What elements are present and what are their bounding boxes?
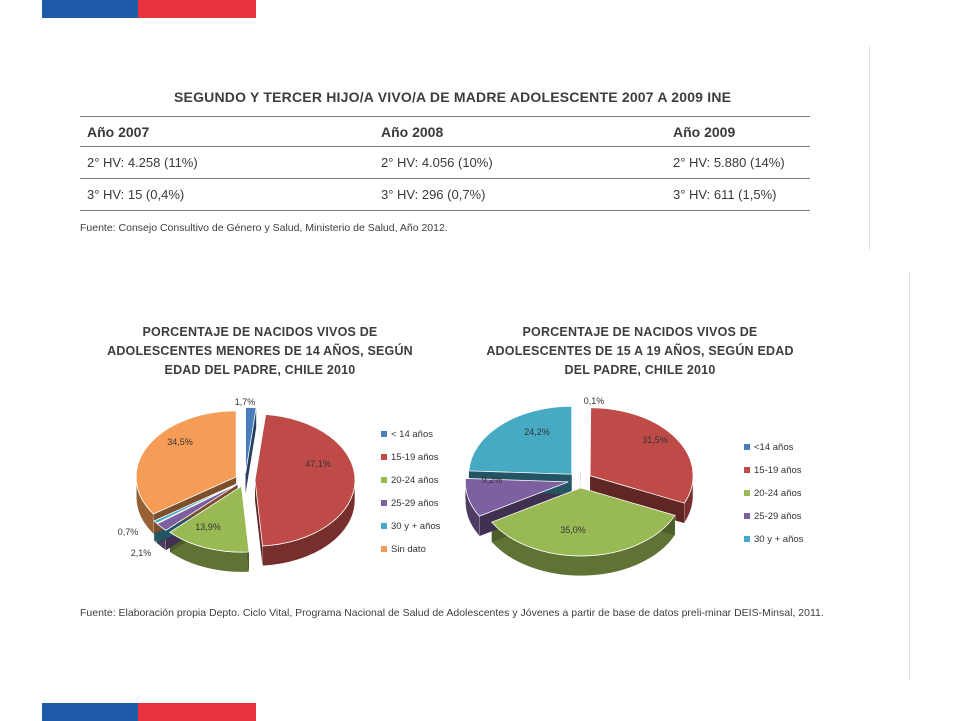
legend-label: 25-29 años (391, 498, 439, 509)
pie-slice-wall (245, 407, 257, 494)
legend-label: 30 y + años (754, 534, 804, 545)
chart-title: PORCENTAJE DE NACIDOS VIVOS DE ADOLESCEN… (107, 325, 413, 377)
data-label: 1,7% (235, 397, 256, 407)
legend-swatch (744, 536, 750, 542)
table-header: Año 2008 (374, 116, 666, 147)
legend-label: Sin dato (391, 544, 426, 555)
legend-label: 15-19 años (391, 452, 439, 463)
stats-table: Año 2007 Año 2008 Año 2009 2° HV: 4.258 … (80, 116, 810, 211)
table-header: Año 2009 (666, 116, 810, 147)
data-label: 9,2% (482, 475, 503, 485)
pie-slice (491, 487, 676, 557)
legend-label: <14 años (754, 442, 794, 453)
pie-slice (245, 407, 257, 474)
data-label: 2,1% (131, 548, 152, 558)
data-label: 34,5% (167, 437, 193, 447)
flag-stripe-top (42, 0, 256, 18)
pie-slice (589, 407, 694, 504)
table-cell: 2° HV: 5.880 (14%) (666, 146, 810, 179)
legend-swatch (381, 546, 387, 552)
table-cell: 2° HV: 4.056 (10%) (374, 146, 666, 179)
data-label: 47,1% (305, 459, 331, 469)
data-label: 24,2% (524, 427, 550, 437)
divider-line (909, 272, 910, 680)
table-cell: 3° HV: 296 (0,7%) (374, 178, 666, 211)
legend-swatch (744, 444, 750, 450)
pie-chart-15-19: 0,1% 31,5% 35,0% 9,2% 24,2% <14 años 15-19 año… (464, 396, 804, 577)
legend-label: 30 y + años (391, 521, 441, 532)
pie-slice (169, 485, 250, 553)
legend-label: < 14 años (391, 429, 433, 440)
data-label: 13,9% (195, 522, 221, 532)
legend-swatch (381, 500, 387, 506)
table-source: Fuente: Consejo Consultivo de Género y S… (80, 222, 448, 234)
pie-slice (153, 483, 238, 524)
legend-swatch (744, 490, 750, 496)
pie-slice-wall (254, 480, 263, 566)
pie-slice (135, 410, 237, 515)
pie-slice (156, 483, 238, 531)
charts-source: Fuente: Elaboración propia Depto. Ciclo … (80, 607, 824, 619)
data-label: 35,0% (560, 525, 586, 535)
legend-label: 15-19 años (754, 465, 802, 476)
legend-swatch (744, 513, 750, 519)
legend-swatch (381, 477, 387, 483)
legend-label: 20-24 años (754, 488, 802, 499)
table-header: Año 2007 (80, 116, 374, 147)
pie-slice (468, 405, 573, 475)
legend-swatch (381, 431, 387, 437)
chart-title: PORCENTAJE DE NACIDOS VIVOS DE ADOLESCEN… (486, 325, 794, 377)
table-cell: 3° HV: 15 (0,4%) (80, 178, 374, 211)
pie-slice (464, 478, 569, 517)
pie-slice (254, 414, 356, 547)
legend-swatch (381, 454, 387, 460)
pie-slice (579, 403, 582, 473)
table-row: 3° HV: 15 (0,4%) 3° HV: 296 (0,7%) 3° HV… (80, 178, 810, 211)
pie-chart-under-14: 1,7% 47,1% 13,9% 2,1% 0,7% 34,5% < 14 años 15-1… (118, 397, 441, 573)
flag-stripe-bottom (42, 703, 256, 721)
table-cell: 2° HV: 4.258 (11%) (80, 146, 374, 179)
legend-swatch (744, 467, 750, 473)
data-label: 31,5% (642, 435, 668, 445)
legend-label: 25-29 años (754, 511, 802, 522)
table-header-row: Año 2007 Año 2008 Año 2009 (80, 116, 810, 147)
data-label: 0,1% (584, 396, 605, 406)
table-cell: 3° HV: 611 (1,5%) (666, 178, 810, 211)
table-title: SEGUNDO Y TERCER HIJO/A VIVO/A DE MADRE … (174, 89, 732, 105)
divider-line (869, 46, 870, 250)
legend-swatch (381, 523, 387, 529)
data-label: 0,7% (118, 527, 139, 537)
table-row: 2° HV: 4.258 (11%) 2° HV: 4.056 (10%) 2°… (80, 146, 810, 179)
legend-label: 20-24 años (391, 475, 439, 486)
